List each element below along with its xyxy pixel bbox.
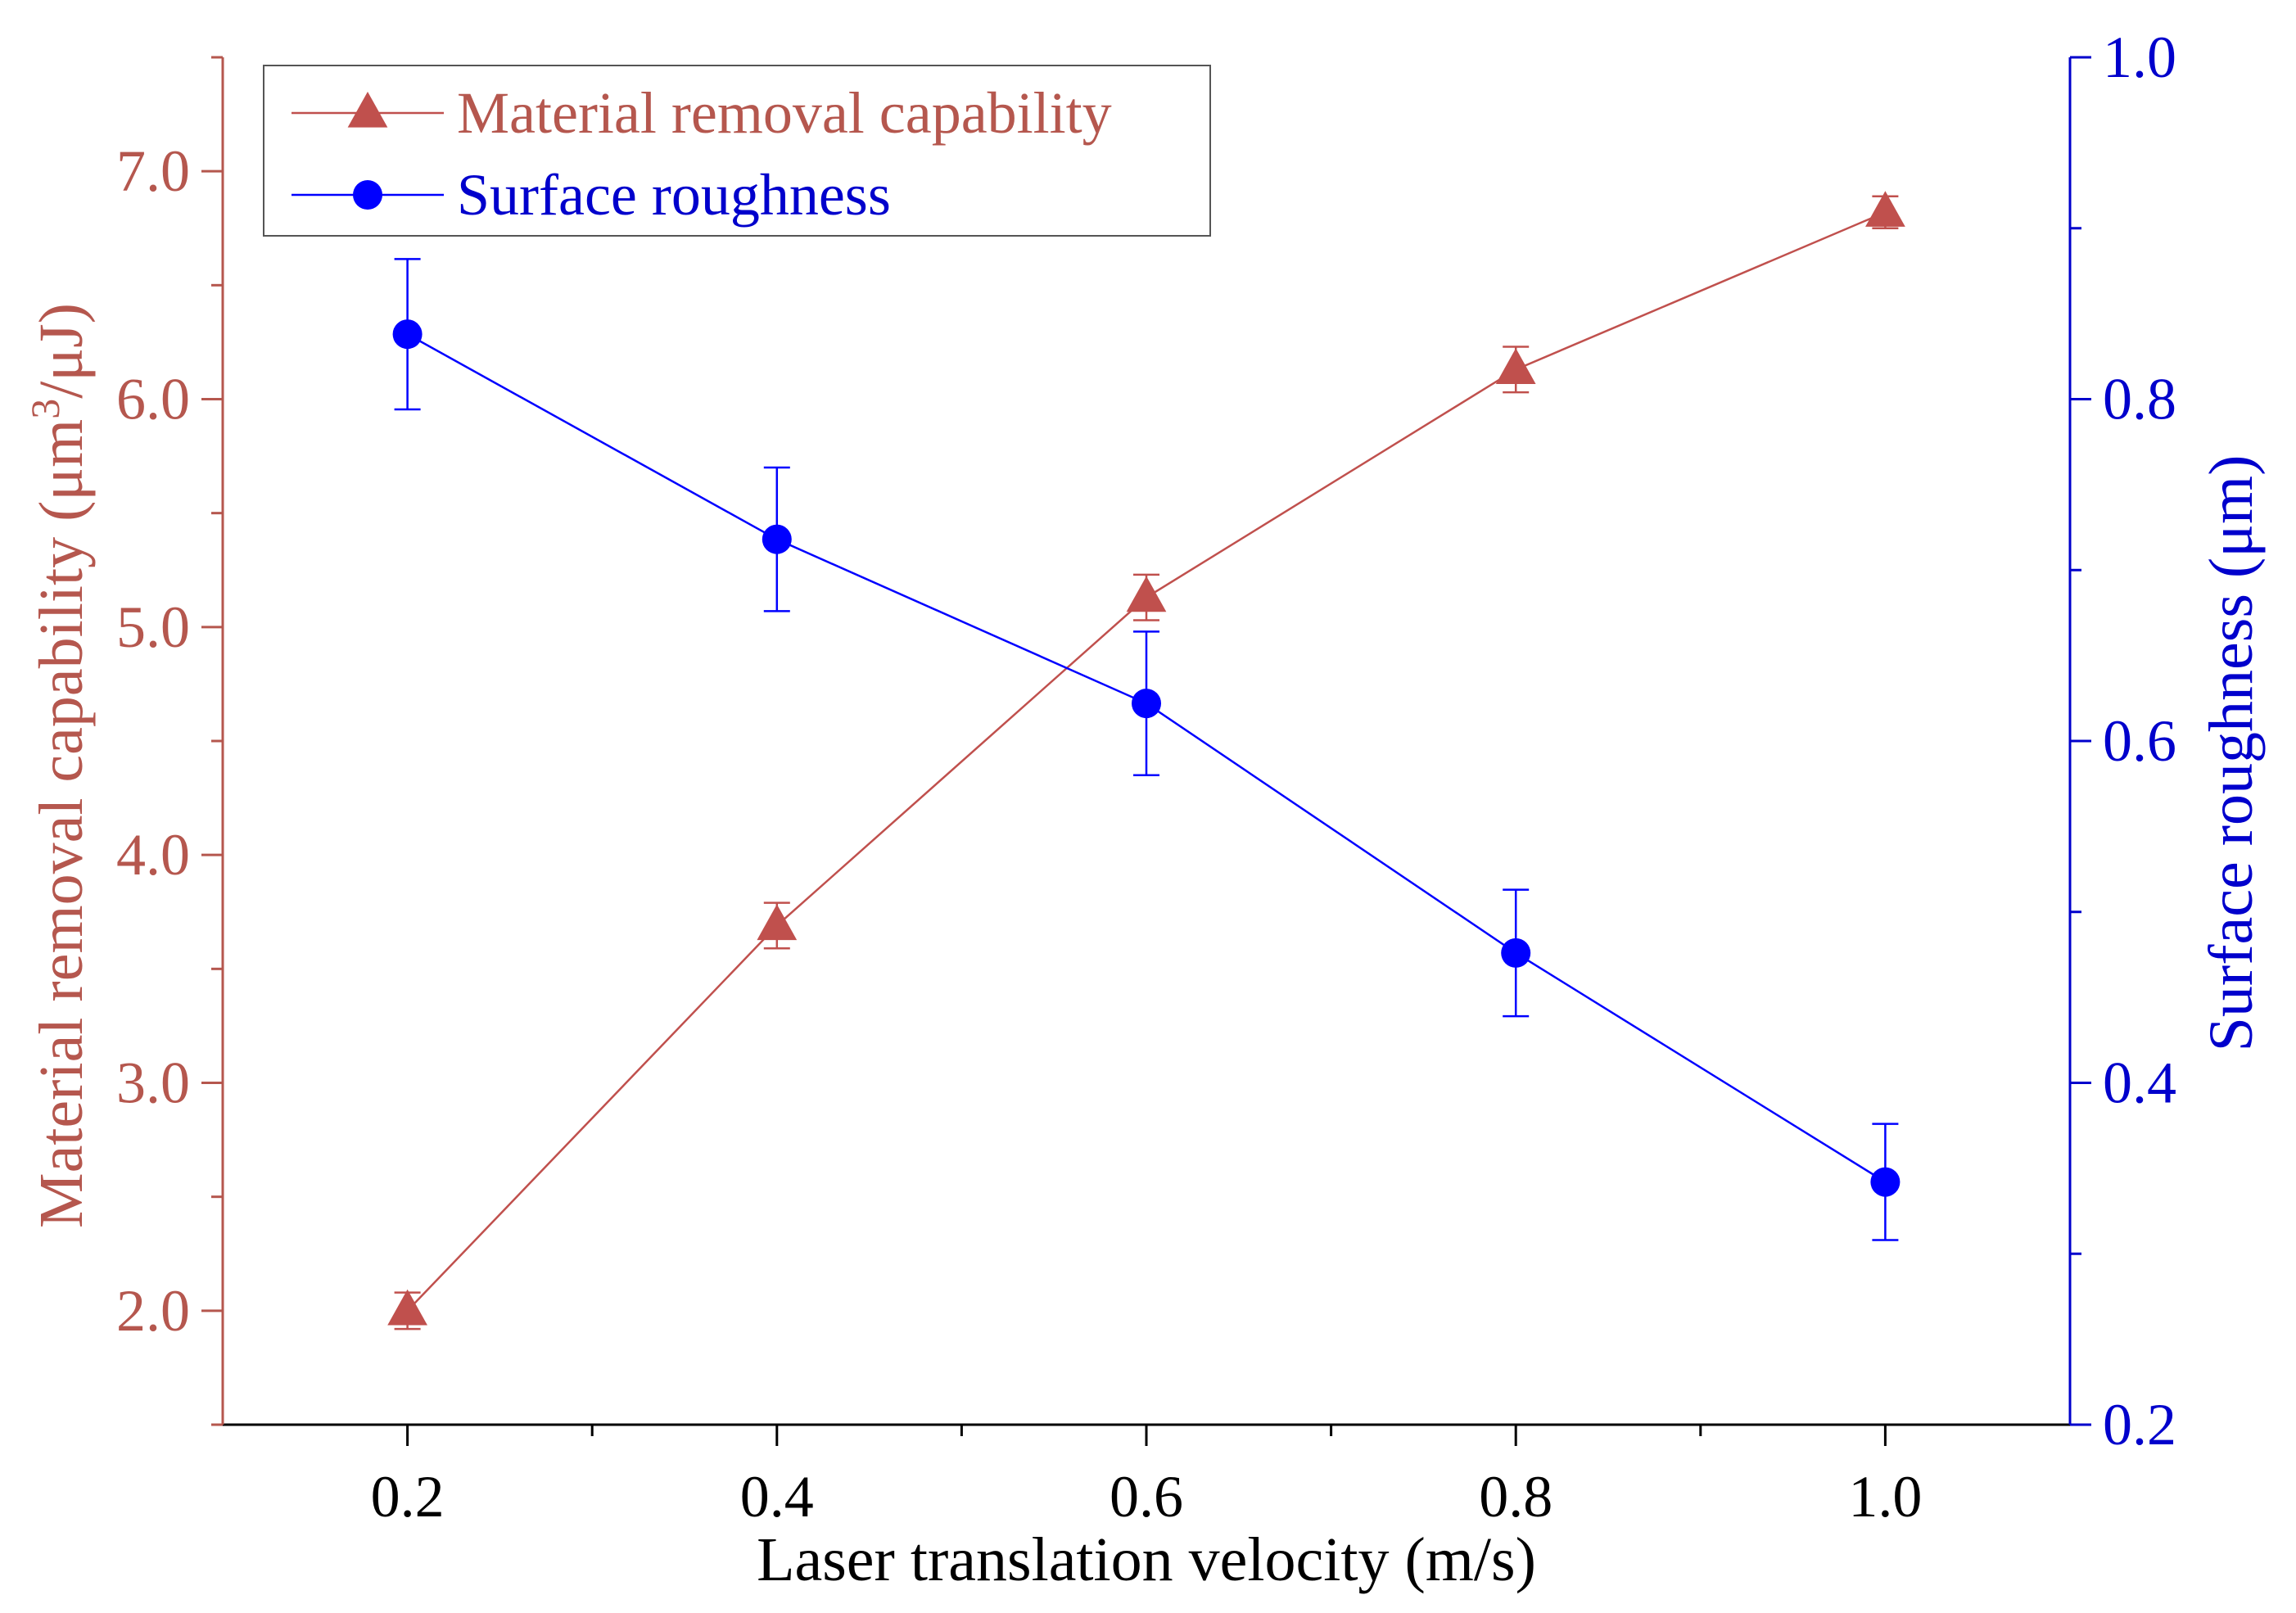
left-y-axis-title-unit: /μJ) [27,303,96,399]
series-material-removal [387,191,1905,1331]
left-y-tick-label: 7.0 [116,138,190,204]
legend-label: Material removal capability [457,80,1112,146]
data-point-circle [1870,1167,1901,1197]
data-point-triangle [757,904,798,941]
data-point-triangle [1865,191,1905,227]
series-surface-roughness [392,258,1901,1241]
x-axis-title: Laser translation velocity (m/s) [757,1525,1536,1594]
x-tick-label: 0.6 [1110,1464,1183,1529]
x-tick-label: 0.2 [371,1464,445,1529]
legend-label: Surface roughness [457,162,891,228]
left-y-axis-title-superscript: 3 [22,399,68,419]
data-point-triangle [1495,348,1536,384]
right-y-tick-label: 0.2 [2103,1392,2176,1457]
axes: 0.2 0.4 0.6 0.8 1.0 2.0 3.0 4.0 5.0 6.0 7.0 0.2 0.4 0… [22,25,2266,1594]
left-y-tick-label: 2.0 [116,1278,190,1344]
right-y-tick-label: 0.4 [2103,1050,2176,1116]
left-y-tick-label: 3.0 [116,1050,190,1116]
right-y-tick-label: 1.0 [2103,25,2176,90]
legend-box [263,65,1211,237]
legend-marker-triangle [347,91,388,128]
left-y-tick-label: 6.0 [116,367,190,432]
data-point-circle [762,524,792,554]
data-point-circle [1501,938,1531,968]
data-point-triangle [1126,576,1167,612]
legend-marker-circle [353,180,382,210]
left-y-tick-label: 4.0 [116,822,190,888]
data-point-circle [1132,689,1161,719]
left-y-axis-title: Material removal capability (μm3/μJ) [22,303,96,1228]
left-y-axis-title-main: Material removal capability (μm [27,419,96,1228]
x-tick-label: 0.4 [740,1464,814,1529]
left-y-tick-label: 5.0 [116,594,190,660]
x-tick-label: 1.0 [1848,1464,1922,1529]
data-point-circle [392,319,423,350]
data-point-triangle [387,1289,427,1326]
x-tick-label: 0.8 [1479,1464,1553,1529]
series-layer [387,191,1905,1331]
right-y-tick-label: 0.6 [2103,708,2176,774]
right-y-axis-title: Surface roughness (μm) [2197,455,2266,1052]
legend: Material removal capability Surface rough… [263,65,1211,237]
right-y-tick-label: 0.8 [2103,367,2176,432]
